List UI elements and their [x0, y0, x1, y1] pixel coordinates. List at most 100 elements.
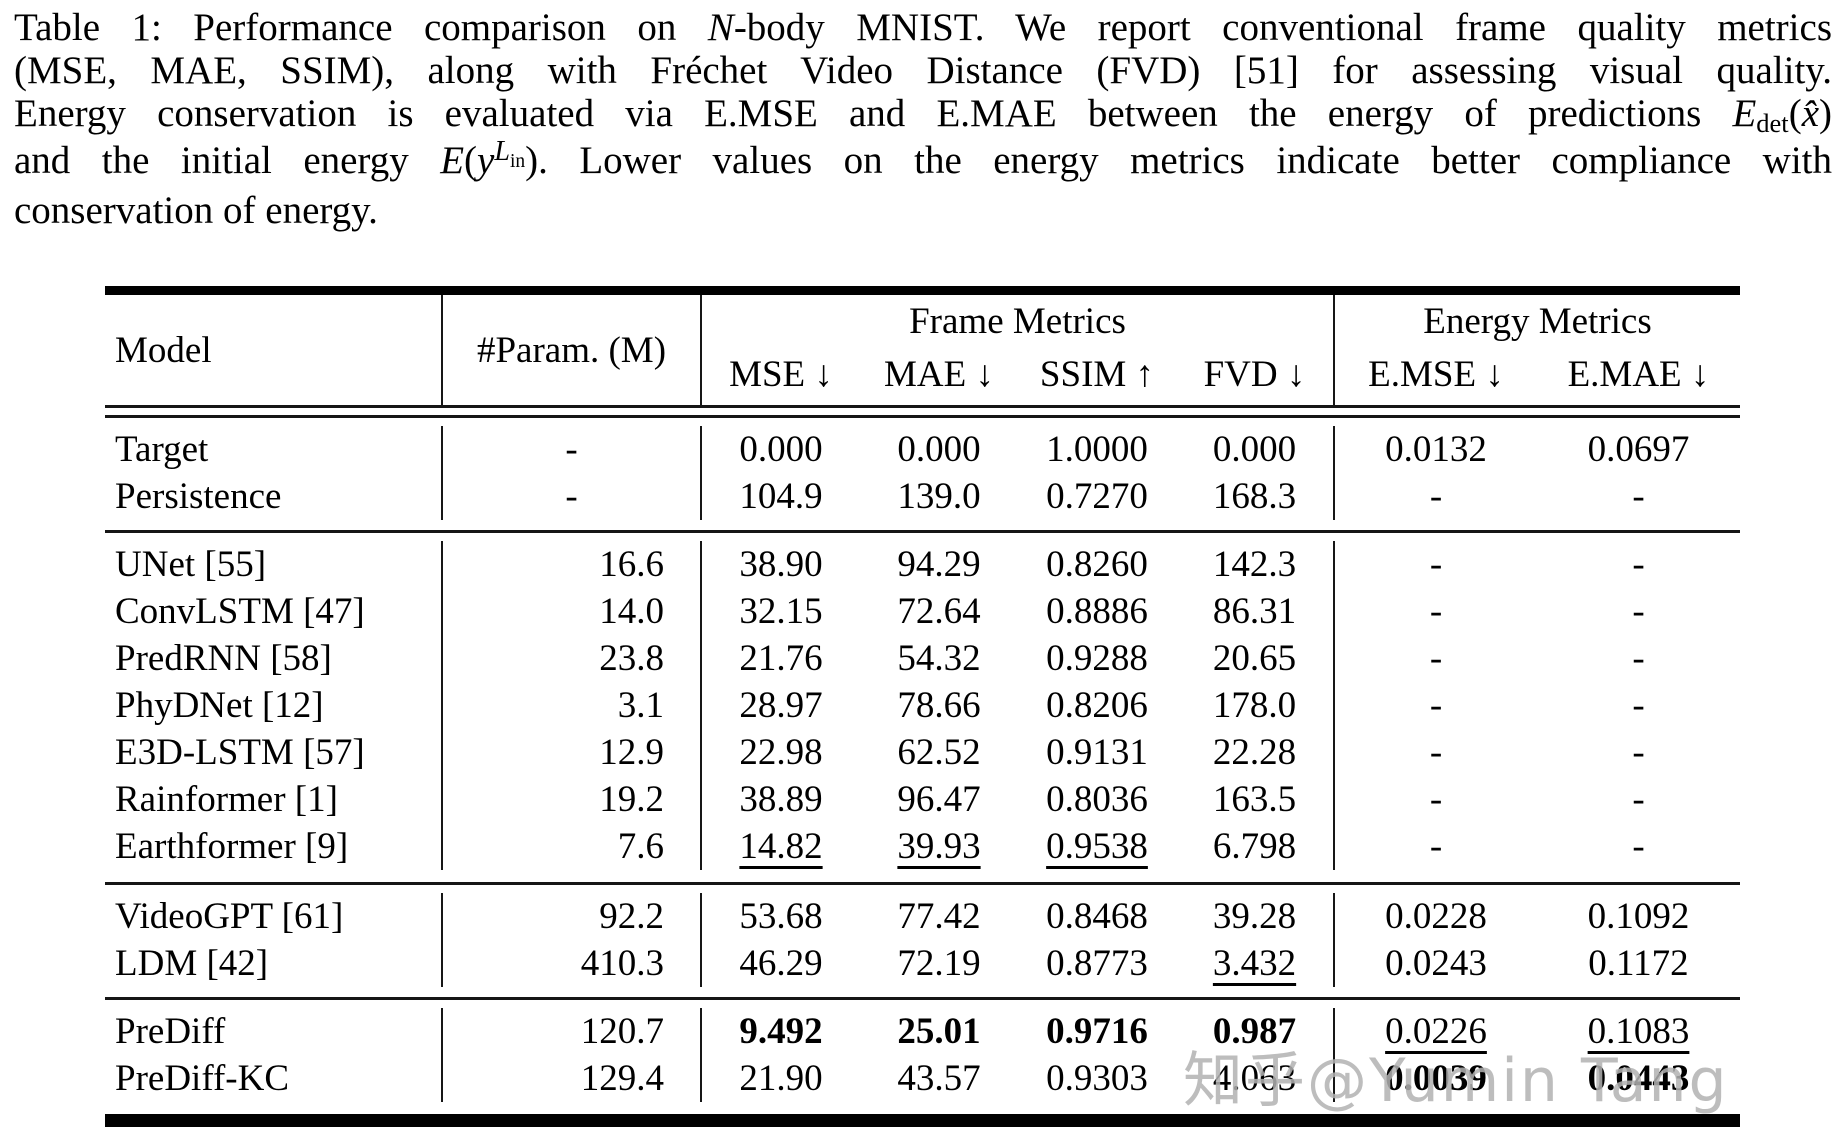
cell-fvd: 22.28	[1176, 729, 1335, 776]
results-table: Model #Param. (M) Frame Metrics Energy M…	[105, 286, 1740, 1127]
table-group-reference: Target -0.000 0.000 1.0000 0.000 0.0132 0.0697…	[105, 418, 1740, 530]
table-group-ours: PreDiff 120.7 9.492 25.01 0.9716 0.987 0.0226 0…	[105, 1000, 1740, 1114]
cell-ssim: 0.8036	[1046, 779, 1148, 820]
cell-e-mse: 0.0226	[1385, 1011, 1487, 1052]
column-header-model: Model	[105, 295, 443, 405]
column-header-ssim: SSIM ↑	[1039, 354, 1155, 395]
cell-params: -	[443, 426, 702, 473]
cell-e-mae: -	[1632, 591, 1645, 632]
cell-ssim: 0.7270	[1046, 476, 1148, 517]
cell-fvd: 142.3	[1176, 541, 1335, 588]
cell-model: Persistence	[105, 473, 443, 520]
caption-line: conservation of energy.	[14, 189, 378, 232]
cell-params: 7.6	[443, 823, 702, 870]
cell-model: E3D-LSTM [57]	[105, 729, 443, 776]
table-bottom-rule	[105, 1114, 1740, 1127]
cell-e-mae: 0.1083	[1587, 1011, 1690, 1052]
cell-params: -	[443, 473, 702, 520]
cell-e-mse: 0.0243	[1385, 943, 1487, 984]
cell-mse: 46.29	[739, 943, 823, 984]
column-header-params: #Param. (M)	[443, 295, 702, 405]
cell-fvd: 168.3	[1176, 473, 1335, 520]
cell-mae: 72.64	[897, 591, 981, 632]
cell-model: PhyDNet [12]	[105, 682, 443, 729]
cell-fvd: 6.798	[1176, 823, 1335, 870]
table-row: E3D-LSTM [57] 12.9 22.98 62.52 0.9131 22.28 - -	[105, 729, 1740, 776]
cell-params: 12.9	[443, 729, 702, 776]
table-row: Earthformer [9] 7.6 14.82 39.93 0.9538 6.798 -…	[105, 823, 1740, 870]
column-header-mae: MAE ↓	[884, 354, 994, 395]
table-row: Persistence -104.9 139.0 0.7270 168.3- -	[105, 473, 1740, 520]
table-caption: Table 1: Performance comparison on N-bod…	[14, 6, 1832, 232]
cell-params: 120.7	[443, 1008, 702, 1055]
cell-e-mse: -	[1429, 544, 1443, 585]
cell-params: 23.8	[443, 635, 702, 682]
cell-mse: 28.97	[739, 685, 823, 726]
cell-e-mae: -	[1632, 732, 1645, 773]
cell-params: 92.2	[443, 893, 702, 940]
table-row: PreDiff 120.7 9.492 25.01 0.9716 0.987 0.0226 0…	[105, 1008, 1740, 1055]
cell-model: VideoGPT [61]	[105, 893, 443, 940]
cell-e-mae: 0.0697	[1587, 429, 1690, 470]
table-row: LDM [42] 410.3 46.29 72.19 0.8773 3.432 0.0243…	[105, 940, 1740, 987]
cell-fvd: 4.063	[1176, 1055, 1335, 1102]
group-header-energy-metrics: Energy Metrics	[1423, 300, 1652, 342]
column-header-e-mae: E.MAE ↓	[1567, 354, 1710, 395]
table-row: ConvLSTM [47] 14.0 32.15 72.64 0.8886 86.31 - -	[105, 588, 1740, 635]
cell-e-mae: -	[1632, 685, 1645, 726]
table-row: Rainformer [1] 19.2 38.89 96.47 0.8036 163.5 -…	[105, 776, 1740, 823]
cell-e-mse: -	[1429, 685, 1443, 726]
cell-params: 14.0	[443, 588, 702, 635]
cell-ssim: 0.8260	[1046, 544, 1148, 585]
table-row: UNet [55] 16.6 38.90 94.29 0.8260 142.3 - -	[105, 541, 1740, 588]
cell-model: UNet [55]	[105, 541, 443, 588]
caption-line: (MSE, MAE, SSIM), along with Fréchet Vid…	[14, 49, 1832, 92]
cell-params: 19.2	[443, 776, 702, 823]
cell-mse: 104.9	[739, 476, 823, 517]
caption-line: Table 1: Performance comparison on N-bod…	[14, 6, 1832, 49]
cell-e-mae: -	[1632, 638, 1645, 679]
cell-mae: 0.000	[897, 429, 981, 470]
cell-mse: 32.15	[739, 591, 823, 632]
column-header-e-mse: E.MSE ↓	[1368, 354, 1504, 395]
cell-ssim: 1.0000	[1046, 429, 1148, 470]
cell-e-mae: 0.1172	[1588, 943, 1689, 984]
cell-ssim: 0.8773	[1046, 943, 1148, 984]
cell-ssim: 0.8206	[1046, 685, 1148, 726]
cell-mae: 39.93	[897, 826, 981, 867]
cell-e-mse: 0.0039	[1385, 1058, 1487, 1099]
cell-mse: 9.492	[739, 1011, 823, 1052]
cell-model: PreDiff-KC	[105, 1055, 443, 1102]
cell-e-mse: -	[1429, 826, 1443, 867]
cell-model: Target	[105, 426, 443, 473]
cell-mse: 38.89	[739, 779, 823, 820]
cell-mae: 96.47	[897, 779, 981, 820]
table-row: PredRNN [58] 23.8 21.76 54.32 0.9288 20.65 - -	[105, 635, 1740, 682]
column-header-mse: MSE ↓	[729, 354, 833, 395]
cell-mae: 139.0	[897, 476, 981, 517]
cell-e-mse: -	[1429, 476, 1443, 517]
cell-e-mae: -	[1632, 544, 1645, 585]
cell-mae: 72.19	[897, 943, 981, 984]
cell-mae: 77.42	[897, 896, 981, 937]
cell-ssim: 0.8468	[1046, 896, 1148, 937]
table-group-deterministic-baselines: UNet [55] 16.6 38.90 94.29 0.8260 142.3- - Conv…	[105, 533, 1740, 882]
cell-e-mae: 0.0443	[1587, 1058, 1690, 1099]
cell-params: 3.1	[443, 682, 702, 729]
cell-e-mse: -	[1429, 638, 1443, 679]
cell-mse: 21.76	[739, 638, 823, 679]
cell-e-mse: -	[1429, 591, 1443, 632]
cell-model: LDM [42]	[105, 940, 443, 987]
table-body: Target -0.000 0.000 1.0000 0.000 0.0132 0.0697…	[105, 418, 1740, 1114]
cell-mae: 54.32	[897, 638, 981, 679]
table-row: PreDiff-KC 129.4 21.90 43.57 0.9303 4.063 0.00…	[105, 1055, 1740, 1102]
cell-mae: 94.29	[897, 544, 981, 585]
cell-fvd: 86.31	[1176, 588, 1335, 635]
cell-model: PreDiff	[105, 1008, 443, 1055]
group-separator-rule	[105, 997, 1740, 1000]
cell-ssim: 0.8886	[1046, 591, 1148, 632]
cell-fvd: 178.0	[1176, 682, 1335, 729]
cell-e-mse: -	[1429, 732, 1443, 773]
table-row: Target -0.000 0.000 1.0000 0.000 0.0132 0.0697	[105, 426, 1740, 473]
cell-fvd: 3.432	[1176, 940, 1335, 987]
